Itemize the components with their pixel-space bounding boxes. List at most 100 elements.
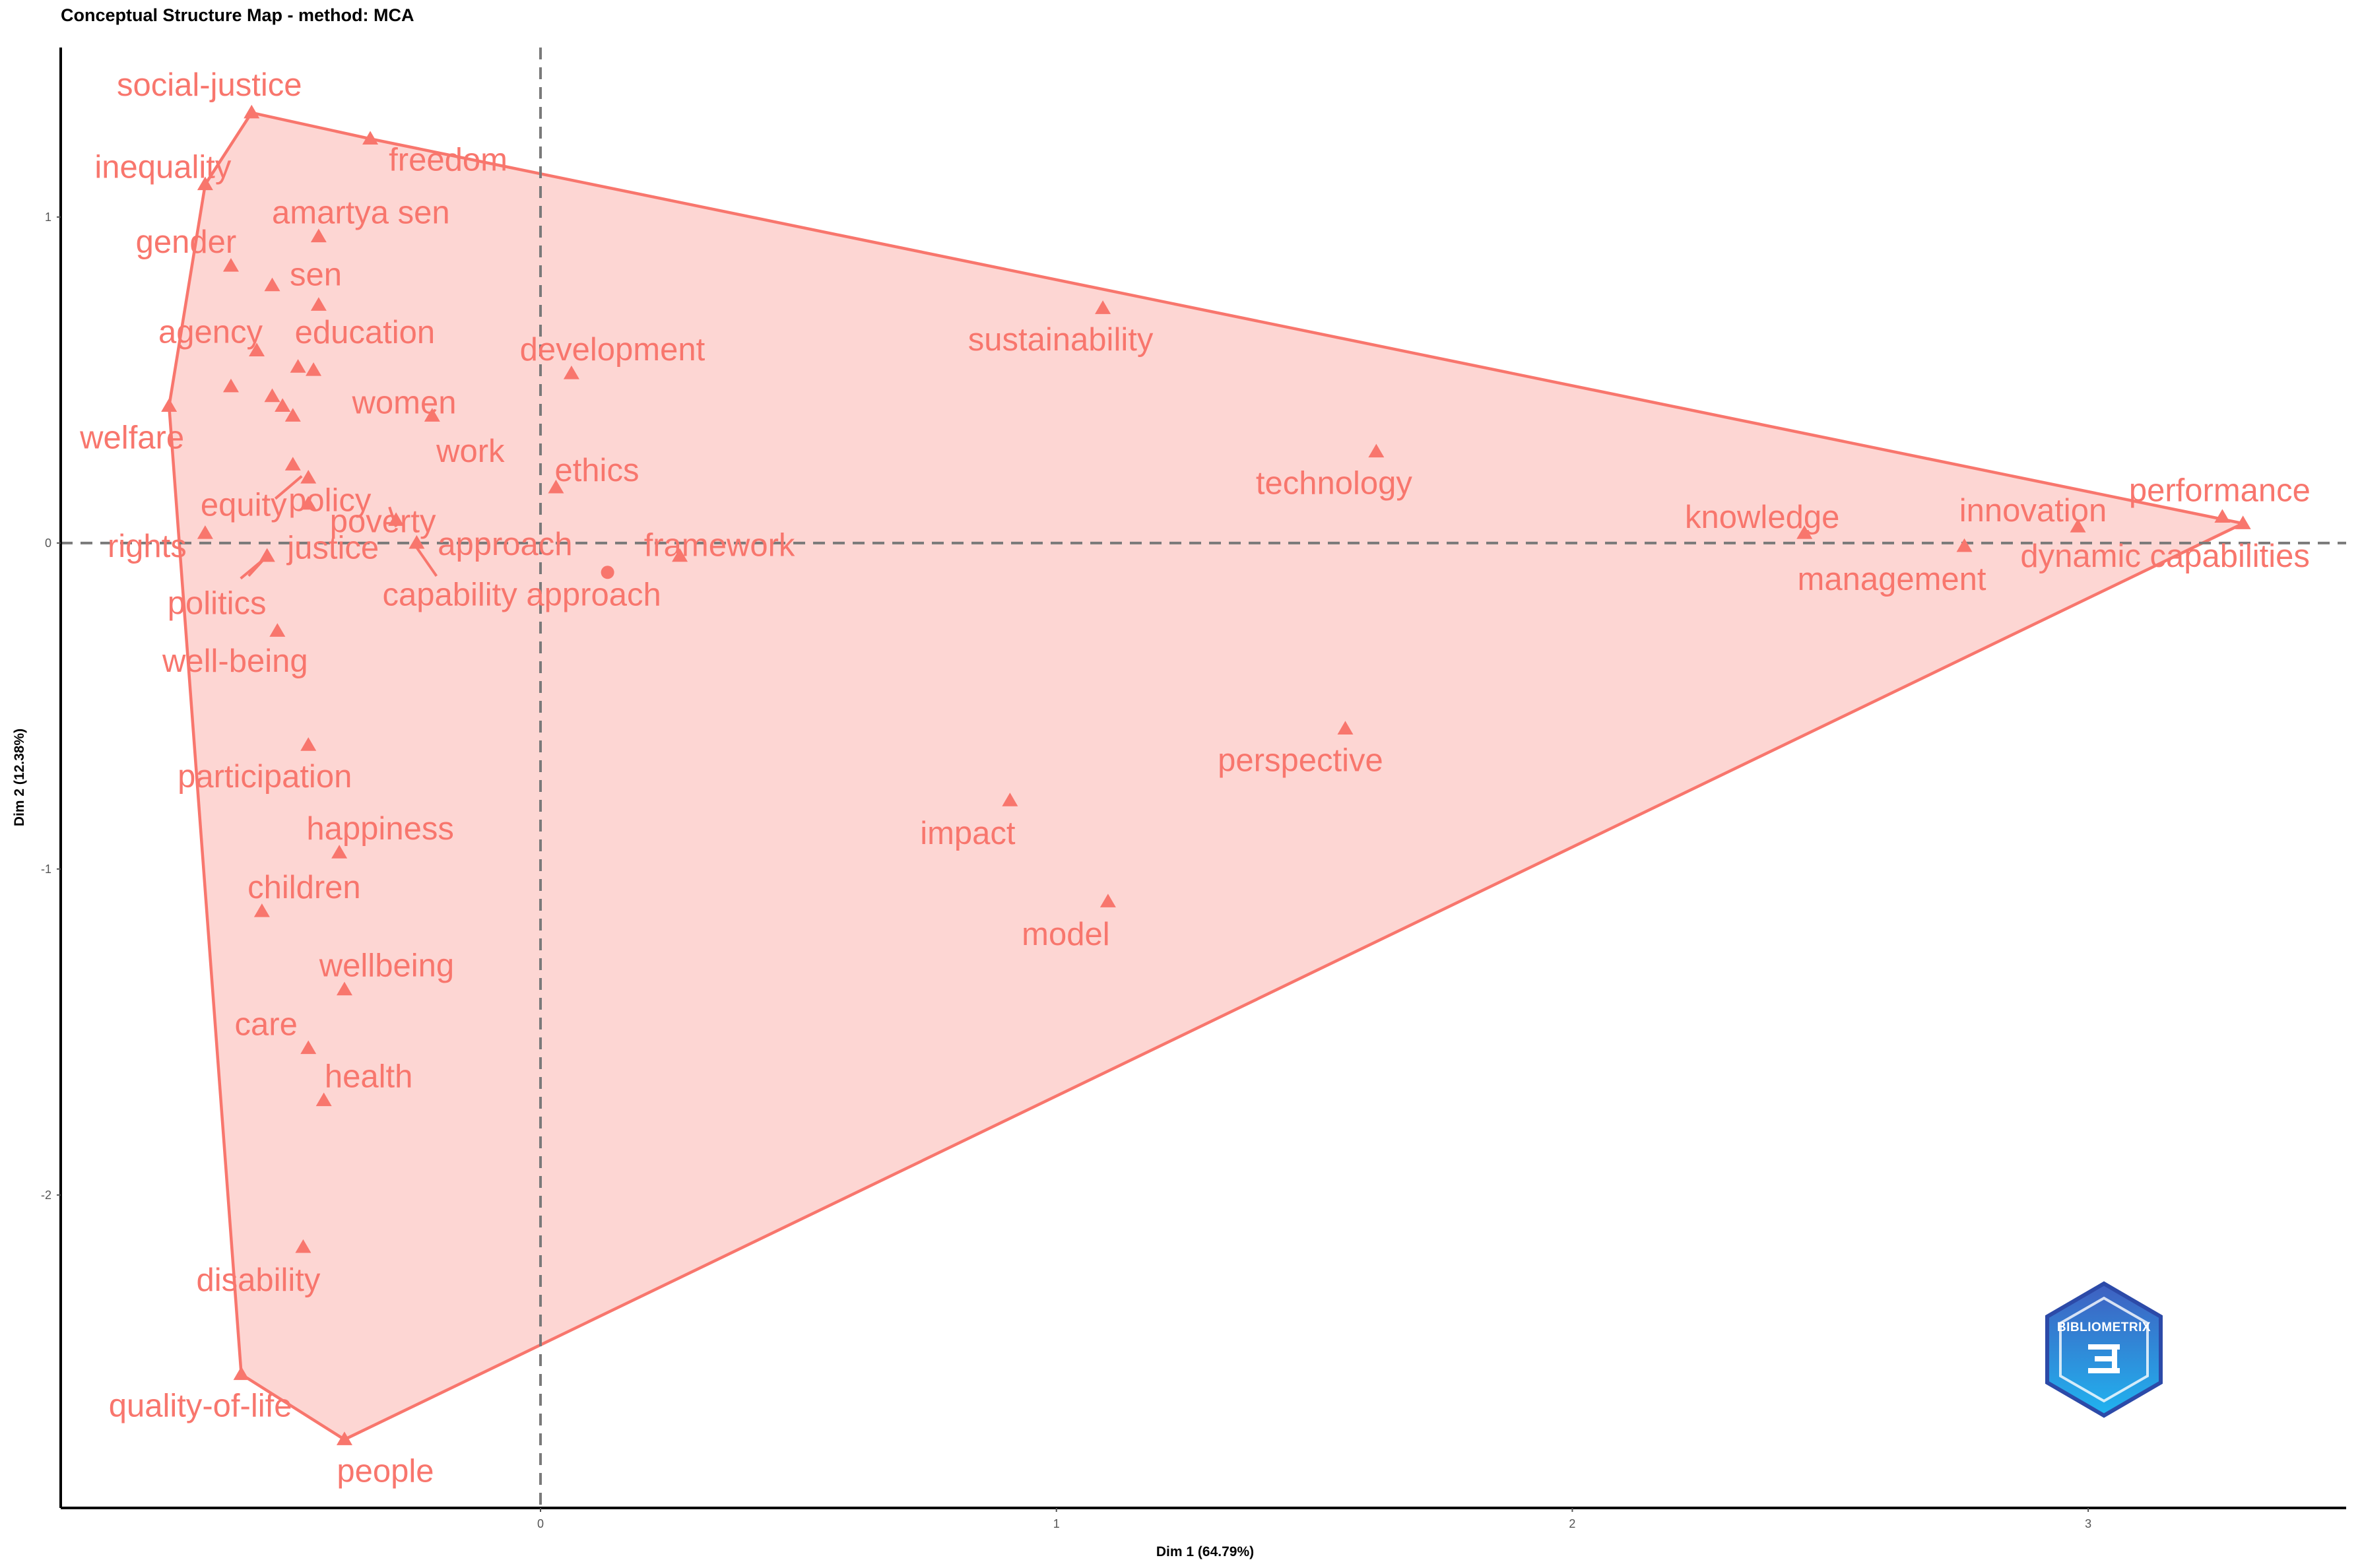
point-well-being <box>269 623 286 637</box>
point-point-14 <box>284 408 301 422</box>
point-point-9 <box>306 362 322 376</box>
point-inequality <box>197 176 213 191</box>
leader-approach <box>414 544 438 577</box>
label-management: management <box>1798 562 1986 597</box>
label-ethics: ethics <box>554 453 639 488</box>
point-sustainability <box>1095 300 1111 314</box>
label-framework: framework <box>644 528 795 564</box>
point-development <box>563 365 579 379</box>
point-gender <box>222 257 239 272</box>
point-social-justice <box>244 104 260 119</box>
point-model <box>1099 894 1116 907</box>
y-axis-title: Dim 2 (12.38%) <box>12 729 27 826</box>
label-poverty: poverty <box>330 504 436 539</box>
label-well-being: well-being <box>162 643 308 679</box>
label-gender: gender <box>136 224 237 260</box>
label-health: health <box>325 1059 413 1095</box>
label-wellbeing: wellbeing <box>319 948 454 984</box>
point-policy <box>284 457 301 471</box>
point-point-8 <box>290 359 306 373</box>
label-women: women <box>352 385 457 421</box>
label-inequality: inequality <box>94 149 232 185</box>
y-tick-label: -2 <box>41 1189 51 1202</box>
cluster-hull <box>167 111 2245 1441</box>
point-disability <box>295 1239 312 1253</box>
point-point-13 <box>275 398 291 412</box>
label-technology: technology <box>1256 466 1413 502</box>
leader-politics <box>240 558 265 580</box>
label-quality-of-life: quality-of-life <box>109 1388 292 1423</box>
leader-equity <box>274 475 303 500</box>
label-sustainability: sustainability <box>968 322 1154 358</box>
x-tick-label: 3 <box>2085 1517 2091 1530</box>
label-dynamic-capabilities: dynamic capabilities <box>2020 539 2310 574</box>
label-social-justice: social-justice <box>117 67 302 103</box>
point-happiness <box>331 845 348 859</box>
label-impact: impact <box>920 816 1016 851</box>
label-capability-approach: capability approach <box>383 577 661 612</box>
watermark-text: BIBLIOMETRIX <box>2057 1321 2151 1334</box>
point-perspective <box>1337 721 1354 735</box>
point-welfare <box>161 398 178 412</box>
point-dynamic-capabilities <box>2235 515 2251 529</box>
point-children <box>253 903 270 917</box>
label-freedom: freedom <box>389 142 508 178</box>
point-point-18 <box>300 470 317 484</box>
chart-title: Conceptual Structure Map - method: MCA <box>61 5 414 25</box>
point-care <box>300 1040 317 1055</box>
point-freedom <box>362 131 379 145</box>
point-wellbeing <box>336 981 352 996</box>
label-justice: justice <box>286 531 379 566</box>
point-point-11 <box>222 378 239 393</box>
point-work <box>424 408 440 422</box>
label-model: model <box>1022 917 1109 952</box>
point-equity <box>300 496 317 510</box>
x-tick-label: 2 <box>1569 1517 1575 1530</box>
point-performance <box>2214 509 2231 523</box>
label-innovation: innovation <box>1959 493 2107 529</box>
point-education <box>310 297 327 311</box>
label-development: development <box>520 332 705 368</box>
label-agency: agency <box>158 314 263 350</box>
label-knowledge: knowledge <box>1685 500 1839 535</box>
label-disability: disability <box>196 1262 320 1298</box>
point-rights <box>197 525 213 539</box>
point-management <box>1956 538 1973 552</box>
label-work: work <box>436 434 505 469</box>
point-health <box>315 1092 332 1107</box>
label-happiness: happiness <box>306 811 453 847</box>
label-performance: performance <box>2129 473 2311 508</box>
label-participation: participation <box>178 759 352 795</box>
point-impact <box>1002 793 1018 806</box>
point-capability-approach <box>601 566 614 579</box>
label-policy: policy <box>288 482 372 518</box>
point-politics <box>259 548 275 562</box>
label-children: children <box>247 870 361 905</box>
x-axis-title: Dim 1 (64.79%) <box>1156 1544 1254 1559</box>
point-innovation <box>2070 519 2086 533</box>
point-participation <box>300 737 317 751</box>
point-people <box>336 1431 352 1445</box>
point-technology <box>1368 443 1385 458</box>
x-tick-label: 1 <box>1053 1517 1060 1530</box>
point-agency <box>249 343 265 357</box>
y-tick-label: -1 <box>41 863 51 876</box>
point-knowledge <box>1796 525 1813 539</box>
point-amartya-sen <box>310 228 327 243</box>
point-ethics <box>548 479 564 494</box>
label-approach: approach <box>438 527 572 562</box>
label-politics: politics <box>168 586 267 622</box>
y-tick-label: 0 <box>45 537 51 550</box>
label-rights: rights <box>108 529 187 564</box>
label-amartya-sen: amartya sen <box>272 195 450 231</box>
point-sen <box>264 277 280 292</box>
label-equity: equity <box>201 488 287 523</box>
point-approach <box>409 535 425 549</box>
label-welfare: welfare <box>79 420 184 455</box>
x-tick-label: 0 <box>537 1517 544 1530</box>
point-framework <box>672 548 688 562</box>
point-poverty <box>388 512 405 526</box>
y-tick-label: 1 <box>45 211 51 224</box>
